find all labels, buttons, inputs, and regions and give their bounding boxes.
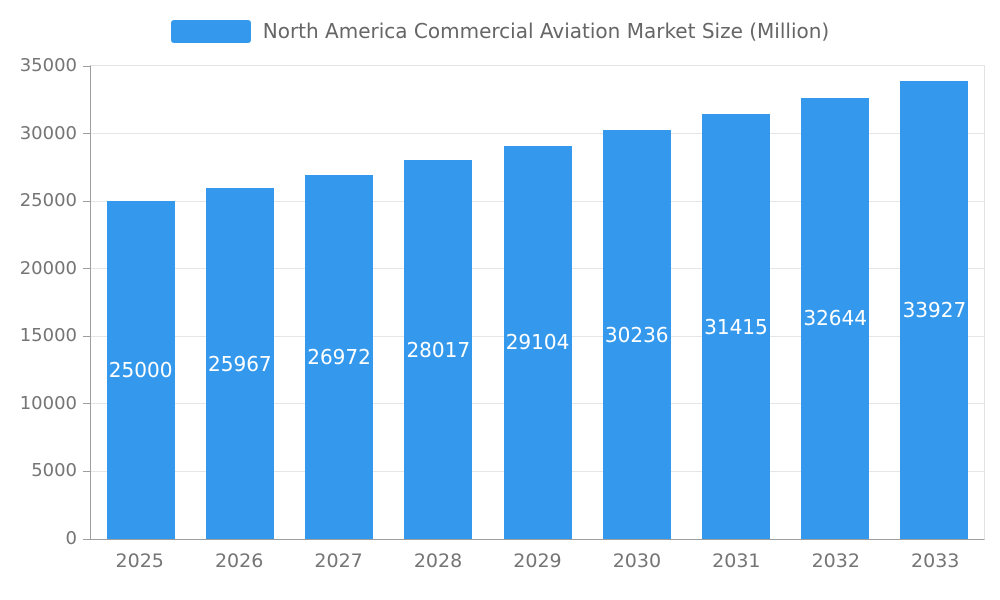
x-axis-label-2033: 2033: [911, 550, 960, 572]
x-axis-label-2026: 2026: [214, 550, 264, 572]
bar-value-label: 28017: [406, 337, 471, 362]
x-axis-label-2029: 2029: [513, 550, 562, 572]
bar-value-label: 26972: [307, 344, 371, 369]
bar-2026[interactable]: 25967: [205, 188, 274, 539]
bar-2029[interactable]: 29104: [503, 145, 572, 539]
y-axis-label-15000: 15000: [19, 325, 77, 347]
bar-2028[interactable]: 28017: [404, 160, 473, 539]
y-axis-label-25000: 25000: [19, 190, 77, 212]
bar-value-label: 25000: [108, 358, 173, 383]
bar-2031[interactable]: 31415: [701, 114, 770, 539]
x-axis-label-2025: 2025: [115, 550, 164, 572]
y-axis-tick: [83, 470, 91, 472]
gridline: [91, 133, 984, 135]
bar-2030[interactable]: 30236: [602, 130, 671, 539]
y-axis-tick: [83, 133, 91, 135]
y-axis-tick: [83, 403, 91, 405]
y-axis-tick: [83, 200, 91, 202]
y-axis-label-30000: 30000: [19, 122, 77, 144]
legend-swatch[interactable]: [170, 19, 251, 43]
x-axis-label-2027: 2027: [314, 550, 363, 572]
bar-value-label: 25967: [208, 351, 272, 376]
bar-2025[interactable]: 25000: [106, 201, 175, 539]
x-axis-labels: 2025 2026 2027 2028 2029 2030 2031 2032 2033: [90, 550, 985, 572]
y-axis-label-5000: 5000: [31, 460, 77, 482]
x-axis-label-2032: 2032: [811, 550, 860, 572]
bar-2033[interactable]: 33927: [900, 80, 969, 539]
bar-value-label: 32644: [803, 306, 867, 331]
y-axis-label-10000: 10000: [19, 392, 77, 414]
y-axis-tick: [83, 335, 91, 337]
y-axis-tick: [83, 268, 91, 270]
bar-value-label: 33927: [902, 297, 967, 322]
plot-area: 0 5000 10000 15000 20000 25000 30000 35000 25000…: [20, 57, 985, 548]
bar-2027[interactable]: 26972: [305, 174, 374, 539]
x-axis-label-2030: 2030: [612, 550, 662, 572]
chart-legend[interactable]: North America Commercial Aviation Market…: [0, 16, 1000, 46]
bar-value-label: 29104: [505, 330, 570, 355]
y-axis-label-20000: 20000: [19, 257, 77, 279]
bar-2032[interactable]: 32644: [801, 97, 870, 539]
bar-value-label: 30236: [604, 322, 669, 347]
y-axis-label-0: 0: [65, 528, 77, 549]
y-axis-tick: [83, 66, 91, 67]
y-axis-label-35000: 35000: [19, 55, 77, 76]
y-axis-tick: [83, 538, 91, 540]
bar-value-label: 31415: [704, 314, 768, 339]
x-axis-label-2028: 2028: [413, 550, 463, 572]
legend-title[interactable]: North America Commercial Aviation Market…: [262, 19, 830, 43]
x-axis-label-2031: 2031: [712, 550, 761, 572]
